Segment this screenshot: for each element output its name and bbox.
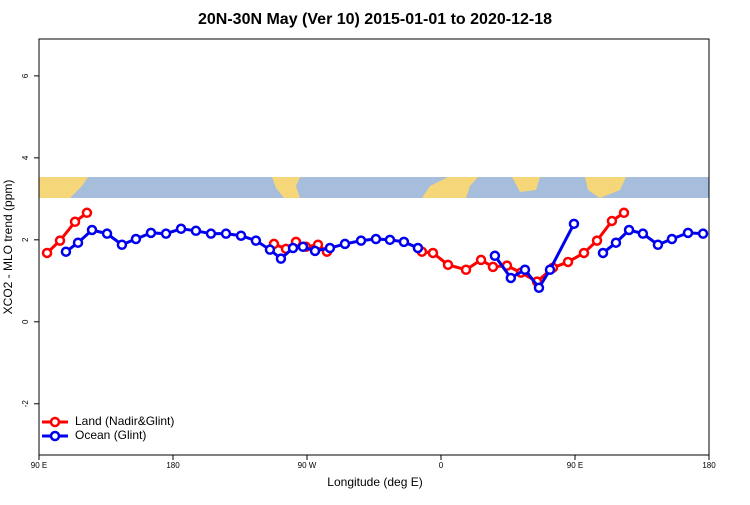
chart-title: 20N-30N May (Ver 10) 2015-01-01 to 2020-… — [198, 11, 552, 28]
data-point — [130, 233, 142, 245]
data-point — [145, 227, 157, 239]
y-tick-label: 6 — [21, 73, 30, 78]
data-point — [339, 238, 351, 250]
data-point — [297, 241, 309, 253]
y-tick-label: 0 — [21, 319, 30, 324]
data-point — [54, 235, 66, 246]
y-tick-label: 4 — [21, 155, 30, 160]
y-tick-label: -2 — [21, 400, 30, 408]
plot-frame — [38, 38, 710, 456]
y-axis-label: XCO2 - MLO trend (ppm) — [1, 180, 15, 315]
data-point — [544, 264, 556, 275]
data-point — [60, 246, 72, 257]
data-point — [597, 247, 609, 259]
data-point — [682, 227, 694, 239]
data-point — [101, 228, 113, 239]
legend-label: Ocean (Glint) — [75, 428, 146, 442]
data-point — [489, 250, 501, 262]
data-point — [666, 233, 678, 245]
data-point — [475, 254, 487, 266]
data-point — [652, 239, 664, 250]
y-tick-label: 2 — [21, 237, 30, 242]
data-point — [69, 216, 81, 228]
data-point — [175, 223, 187, 235]
data-point — [86, 224, 98, 236]
data-point — [427, 247, 439, 259]
data-point — [275, 253, 287, 264]
data-point — [41, 247, 53, 259]
data-point — [72, 237, 84, 248]
legend-label: Land (Nadir&Glint) — [75, 414, 174, 428]
data-point — [309, 245, 321, 257]
data-point — [250, 235, 262, 246]
data-point — [568, 218, 580, 230]
data-point — [235, 230, 247, 241]
x-tick-label: 90 E — [31, 461, 47, 470]
data-point — [606, 215, 618, 227]
data-point — [287, 242, 299, 254]
map-strip — [39, 177, 709, 198]
data-point — [610, 237, 622, 248]
data-point — [370, 233, 382, 245]
x-tick-label: 90 W — [298, 461, 317, 470]
data-point — [637, 228, 649, 239]
legend-marker — [49, 430, 61, 442]
data-point — [220, 228, 232, 239]
data-point — [190, 225, 202, 237]
data-point — [505, 272, 517, 284]
data-point — [578, 247, 590, 259]
data-point — [697, 228, 709, 239]
data-point — [398, 236, 410, 248]
data-point — [562, 256, 574, 268]
x-axis-label: Longitude (deg E) — [327, 475, 422, 489]
data-point — [519, 264, 531, 275]
data-point — [460, 264, 472, 275]
data-point — [264, 244, 276, 255]
x-tick-label: 90 E — [567, 461, 583, 470]
data-point — [591, 235, 603, 246]
data-point — [324, 242, 336, 254]
data-point — [412, 242, 424, 254]
x-tick-label: 180 — [166, 461, 180, 470]
data-point — [618, 207, 630, 219]
data-point — [160, 228, 172, 239]
x-tick-label: 180 — [702, 461, 716, 470]
data-point — [623, 224, 635, 236]
data-point — [533, 282, 545, 294]
data-point — [81, 207, 93, 219]
data-point — [442, 259, 454, 271]
data-point — [355, 235, 367, 246]
data-point — [487, 261, 499, 273]
x-tick-label: 0 — [439, 461, 444, 470]
data-point — [116, 239, 128, 250]
data-point — [384, 234, 396, 246]
data-point — [205, 228, 217, 239]
legend-marker — [49, 416, 61, 428]
